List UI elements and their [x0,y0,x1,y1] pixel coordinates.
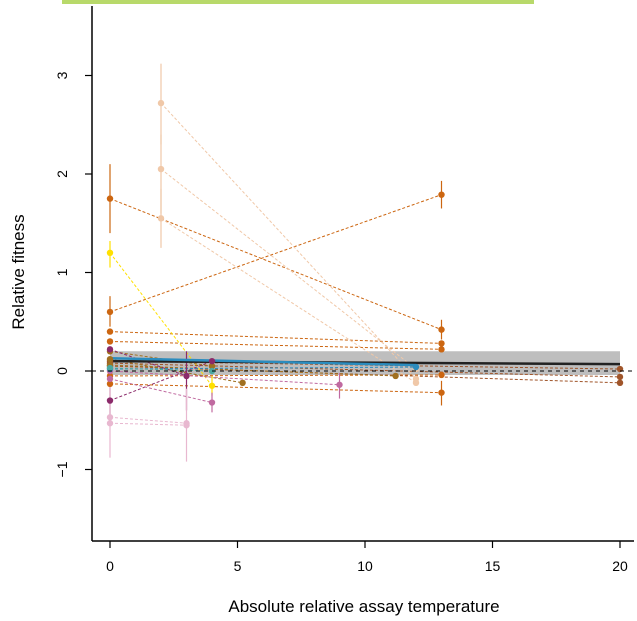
data-point-3-1 [438,346,445,353]
blue-fit-line [109,356,417,367]
data-point-22-1 [412,363,420,371]
data-point-5-1 [438,371,445,379]
data-point-4-0 [106,380,114,388]
error-bars-layer [109,63,443,462]
series-line-20 [109,416,187,424]
series-line-16 [109,360,213,402]
data-point-9-0 [106,249,114,256]
data-point-21-1 [183,421,190,429]
x-tick-label-4: 20 [612,558,628,574]
x-tick-label-1: 5 [234,558,242,574]
series-line-7 [160,168,417,370]
series-line-11 [109,362,621,378]
series-line-4 [109,383,442,394]
y-axis-title: Relative fitness [9,214,28,329]
data-point-6-0 [157,99,165,107]
data-point-9-1 [208,382,216,389]
y-tick-label-3: 2 [54,170,70,178]
x-ticks: 0 5 10 15 20 [106,541,628,574]
series-line-21 [109,422,187,426]
series-line-13 [109,358,243,384]
x-axis-title: Absolute relative assay temperature [228,597,499,616]
series-line-9 [109,252,213,387]
regression-line [109,359,621,366]
y-tick-label-1: 0 [54,367,70,375]
series-line-23 [109,367,213,372]
data-point-23-0 [106,364,114,372]
data-point-21-0 [106,420,114,427]
data-point-15-1 [208,362,216,370]
data-point-11-1 [616,373,624,381]
x-tick-label-0: 0 [106,558,114,574]
data-point-16-0 [106,397,114,404]
data-point-13-1 [239,379,246,387]
series-line-8 [160,217,417,384]
data-point-19-0 [106,375,114,383]
data-point-12-1 [616,379,624,387]
data-point-18-1 [336,381,343,388]
series-line-22 [109,366,417,370]
data-point-2-0 [106,328,114,335]
data-point-14-1 [392,372,399,380]
data-point-13-0 [106,355,114,363]
data-point-0-0 [106,195,114,202]
data-point-4-1 [438,389,445,396]
data-point-2-1 [438,340,445,347]
data-point-3-0 [106,338,114,345]
series-line-2 [109,331,442,344]
series-line-1 [109,194,442,313]
data-point-16-1 [208,357,216,365]
fit-lines-layer [109,356,621,367]
data-point-8-1 [412,379,420,387]
data-point-0-1 [438,326,445,333]
y-ticks: −1 0 1 2 3 [54,71,92,477]
y-tick-label-2: 1 [54,268,70,276]
data-point-7-0 [157,165,165,173]
series-line-0 [109,198,442,331]
data-point-8-0 [157,215,165,222]
series-line-3 [109,340,442,350]
x-tick-label-2: 10 [357,558,373,574]
legend-color-bar [62,0,534,4]
data-point-20-0 [106,414,114,421]
axes [91,6,634,542]
data-point-17-0 [106,346,114,353]
x-tick-label-3: 15 [485,558,501,574]
y-tick-label-4: 3 [54,71,70,79]
data-point-1-0 [106,308,114,316]
data-point-17-1 [183,372,190,380]
data-points-layer [106,99,624,429]
series-line-19 [109,378,213,404]
data-point-1-1 [438,191,445,198]
data-point-19-1 [208,399,216,406]
series-line-6 [160,102,417,380]
y-tick-label-0: −1 [54,461,70,477]
series-line-18 [109,370,340,386]
